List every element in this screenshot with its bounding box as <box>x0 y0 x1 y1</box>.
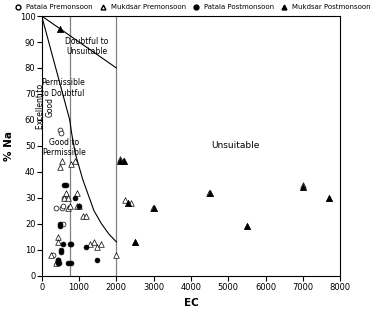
Point <box>68 162 74 167</box>
Point <box>57 221 63 226</box>
Point <box>132 239 138 244</box>
Point <box>244 224 250 229</box>
Point <box>94 245 101 250</box>
Point <box>80 213 86 218</box>
Point <box>87 242 93 247</box>
Point <box>151 206 157 211</box>
Point <box>98 242 104 247</box>
Point <box>326 195 332 200</box>
Point <box>128 200 134 205</box>
Point <box>55 239 61 244</box>
Point <box>67 203 73 208</box>
Point <box>74 190 80 195</box>
Point <box>300 185 306 190</box>
Point <box>122 198 129 203</box>
Point <box>53 260 59 265</box>
Point <box>50 252 56 257</box>
X-axis label: EC: EC <box>184 298 198 308</box>
Y-axis label: % Na: % Na <box>4 131 14 161</box>
Point <box>150 206 156 211</box>
Point <box>61 195 67 200</box>
Text: Excellent to
Good: Excellent to Good <box>36 84 55 129</box>
Point <box>72 159 78 164</box>
Point <box>206 190 212 195</box>
Point <box>58 130 64 135</box>
Point <box>65 206 71 211</box>
Point <box>56 260 62 265</box>
Point <box>300 182 306 187</box>
Point <box>61 182 67 187</box>
Point <box>124 200 130 205</box>
Text: Permissible
to Doubtful: Permissible to Doubtful <box>41 78 85 98</box>
Point <box>72 195 78 200</box>
Point <box>83 245 89 250</box>
Point <box>60 221 66 226</box>
Point <box>57 224 64 229</box>
Text: Good to
Permissible: Good to Permissible <box>42 138 86 158</box>
Point <box>326 195 332 200</box>
Text: Doubtful to
Unsuitable: Doubtful to Unsuitable <box>65 37 108 56</box>
Point <box>54 260 60 265</box>
Point <box>55 258 61 263</box>
Point <box>54 258 60 263</box>
Point <box>63 190 69 195</box>
Point <box>48 252 54 257</box>
Point <box>94 258 101 263</box>
Point <box>121 159 127 164</box>
Point <box>74 203 80 208</box>
Point <box>117 159 123 164</box>
Point <box>55 260 61 265</box>
Point <box>83 213 89 218</box>
Point <box>207 190 213 195</box>
Point <box>60 242 66 247</box>
Point <box>91 239 97 244</box>
Point <box>121 159 127 164</box>
Point <box>53 206 59 211</box>
Point <box>117 156 123 161</box>
Point <box>58 250 64 255</box>
Point <box>68 260 74 265</box>
Point <box>59 159 65 164</box>
Point <box>63 182 69 187</box>
Point <box>76 203 82 208</box>
Point <box>67 242 73 247</box>
Point <box>59 206 65 211</box>
Point <box>61 195 67 200</box>
Point <box>132 239 138 244</box>
Point <box>58 247 64 252</box>
Point <box>65 260 71 265</box>
Point <box>68 242 74 247</box>
Point <box>55 234 61 239</box>
Point <box>65 195 71 200</box>
Point <box>57 164 63 169</box>
Point <box>57 27 64 32</box>
Point <box>113 252 119 257</box>
Point <box>60 203 66 208</box>
Point <box>76 203 82 208</box>
Text: Unsuitable: Unsuitable <box>212 141 260 150</box>
Legend: Patala Premonsoon, Mukdsar Premonsoon, Patala Postmonsoon, Mukdsar Postmonsoon: Patala Premonsoon, Mukdsar Premonsoon, P… <box>11 4 371 10</box>
Point <box>244 224 250 229</box>
Point <box>57 128 63 133</box>
